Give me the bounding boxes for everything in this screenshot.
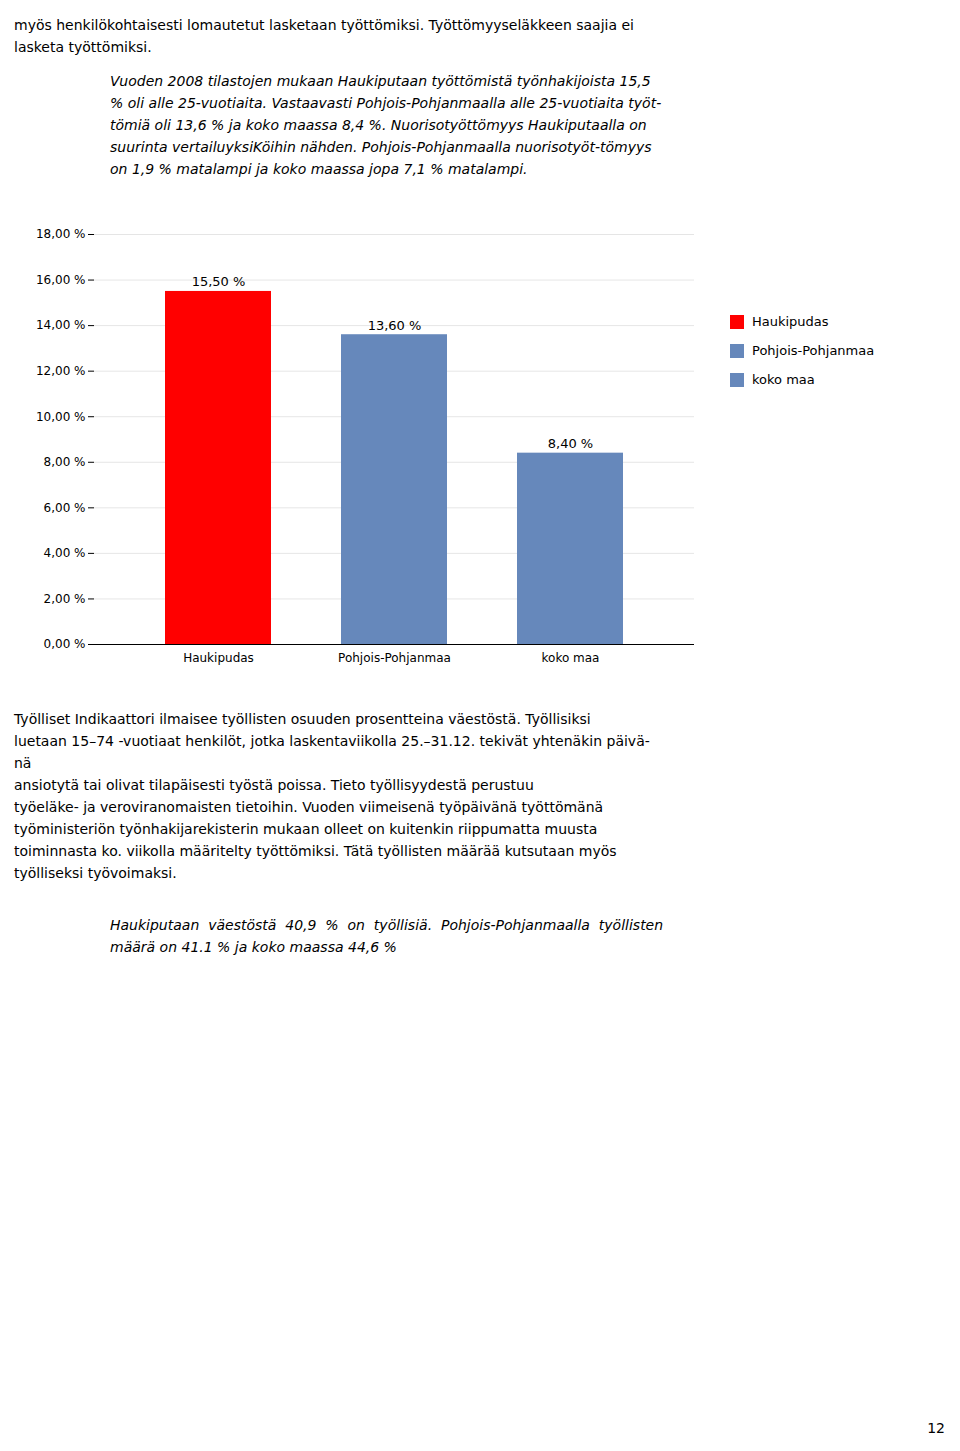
svg-text:2,00 %: 2,00 % [44,592,86,606]
svg-text:0,00 %: 0,00 % [44,637,86,651]
svg-text:13,60 %: 13,60 % [368,318,422,333]
svg-text:12,00 %: 12,00 % [36,364,86,378]
html-text:työministeriön työnhakijarekis: työministeriön työnhakijarekisterin muka… [14,821,598,837]
svg-text:Pohjois-Pohjanmaa: Pohjois-Pohjanmaa [338,651,451,665]
html-text:ansiotytä tai olivat tilapäise: ansiotytä tai olivat tilapäisesti työstä… [14,777,534,793]
html-text:luetaan 15–74 -vuotiaat henkil: luetaan 15–74 -vuotiaat henkilöt, jotka … [14,733,650,749]
svg-text:10,00 %: 10,00 % [36,410,86,424]
html-text:nä: nä [14,755,32,771]
html-text:Vuoden 2008 tilastojen mukaan: Vuoden 2008 tilastojen mukaan Haukiputaa… [110,73,651,89]
svg-text:15,50 %: 15,50 % [192,274,246,289]
html-text:tömiä oli 13,6 % ja koko maass: tömiä oli 13,6 % ja koko maassa 8,4 %. N… [110,117,647,133]
html-text:lasketa työttömiksi.: lasketa työttömiksi. [14,39,152,55]
svg-text:8,40 %: 8,40 % [548,436,593,451]
svg-text:4,00 %: 4,00 % [44,546,86,560]
html-text:työeläke- ja veroviranomaisten: työeläke- ja veroviranomaisten tietoihin… [14,799,604,815]
html-text:% oli alle 25-vuotiaita. Vasta: % oli alle 25-vuotiaita. Vastaavasti Poh… [110,95,662,111]
html-text:toiminnasta ko. viikolla määri: toiminnasta ko. viikolla määritelty työt… [14,843,617,859]
svg-text:16,00 %: 16,00 % [36,273,86,287]
html-text:työlliseksi työvoimaksi.: työlliseksi työvoimaksi. [14,865,177,881]
html-text:Haukipudas: Haukipudas [752,314,829,329]
html-text:koko maa: koko maa [752,372,815,387]
html-text:12: 12 [927,1420,945,1436]
svg-text:6,00 %: 6,00 % [44,501,86,515]
svg-text:Haukipudas: Haukipudas [183,651,254,665]
html-text:Pohjois-Pohjanmaa: Pohjois-Pohjanmaa [752,343,875,358]
html-text:myös henkilökohtaisesti lomaut: myös henkilökohtaisesti lomautetut laske… [14,17,634,33]
html-text:määrä on 41.1 % ja koko maassa: määrä on 41.1 % ja koko maassa 44,6 % [110,939,397,955]
html-text:Haukiputaan väestöstä 40,9 % o: Haukiputaan väestöstä 40,9 % on työllisi… [110,917,664,933]
svg-text:8,00 %: 8,00 % [44,455,86,469]
html-text:on 1,9 % matalampi ja koko maa: on 1,9 % matalampi ja koko maassa jopa 7… [110,161,528,177]
html-text:suurinta vertailuyksiKöihin nä: suurinta vertailuyksiKöihin nähden. Pohj… [110,139,652,155]
svg-text:14,00 %: 14,00 % [36,318,86,332]
html-text:Työlliset Indikaattori ilmaise: Työlliset Indikaattori ilmaisee työllist… [14,711,591,727]
svg-text:18,00 %: 18,00 % [36,227,86,241]
svg-text:koko maa: koko maa [542,651,600,665]
